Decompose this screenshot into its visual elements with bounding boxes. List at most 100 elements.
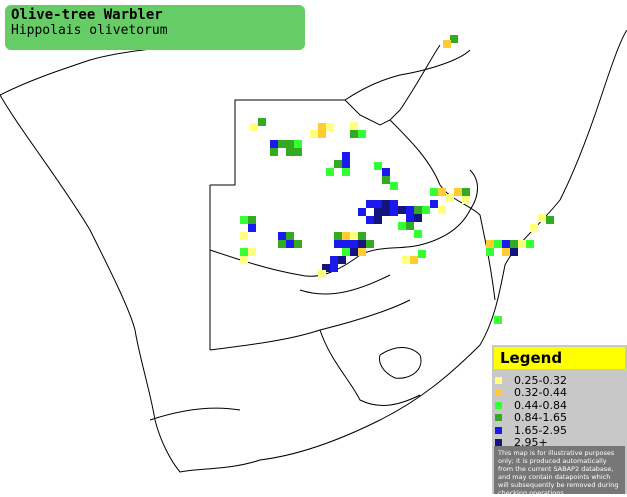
grid-cell [350,248,358,256]
grid-cell [294,148,302,156]
grid-cell [374,216,382,224]
grid-cell [382,176,390,184]
grid-cell [342,160,350,168]
legend-entries: 0.25-0.32 0.32-0.44 0.44-0.84 0.84-1.65 1.65… [492,369,627,449]
grid-cell [330,256,338,264]
province-border [149,274,422,421]
grid-cell [438,206,446,214]
grid-cell [258,118,266,126]
grid-cell [430,188,438,196]
grid-cell [414,206,422,214]
grid-cell [382,208,390,216]
grid-cell [342,152,350,160]
grid-cell [342,232,350,240]
grid-cell [518,240,526,248]
grid-cell [443,40,451,48]
legend-heading: Legend [494,347,625,369]
grid-cell [270,140,278,148]
grid-cell [486,240,494,248]
grid-cell [374,208,382,216]
grid-cell [374,200,382,208]
legend-entry: 0.84-1.65 [495,411,627,425]
grid-cell [318,123,326,131]
grid-cell [494,240,502,248]
grid-cell [278,232,286,240]
grid-cell [390,208,398,216]
legend: Legend 0.25-0.32 0.32-0.44 0.44-0.84 0.84-1… [492,345,627,497]
legend-label: 0.84-1.65 [514,411,567,425]
subtitle: Hippolais olivetorum [11,23,168,38]
disclaimer: This map is for illustrative purposes on… [494,446,625,497]
grid-cell [294,140,302,148]
grid-cell [330,264,338,272]
grid-cell [406,222,414,230]
grid-cell [374,162,382,170]
grid-cell [350,232,358,240]
grid-cell [414,214,422,222]
grid-cell [382,200,390,208]
legend-entry: 0.25-0.32 [495,374,627,387]
grid-cell [286,232,294,240]
grid-cell [502,248,510,256]
grid-cell [270,148,278,156]
grid-cell [350,240,358,248]
grid-cell [248,216,256,224]
grid-cell [318,270,326,278]
grid-cell [326,123,334,131]
grid-cell [366,240,374,248]
title: Olive-tree Warbler [11,7,163,23]
grid-cell [486,248,494,256]
grid-cell [410,256,418,264]
grid-cell [240,248,248,256]
grid-cell [322,264,330,272]
grid-cell [342,168,350,176]
title-box: Olive-tree Warbler Hippolais olivetorum [5,5,305,50]
grid-cell [358,248,366,256]
grid-cell [502,240,510,248]
grid-cell [334,160,342,168]
grid-cell [334,232,342,240]
grid-cell [446,194,454,202]
grid-cell [454,188,462,196]
grid-cell [398,206,406,214]
grid-cell [250,123,258,131]
grid-cell [418,250,426,258]
grid-cell [350,130,358,138]
legend-swatch [495,401,502,409]
legend-swatch [495,439,502,447]
grid-cell [248,248,256,256]
grid-cell [450,35,458,43]
legend-label: 1.65-2.95 [514,423,567,437]
grid-cell [526,240,534,248]
grid-cell [494,316,502,324]
grid-cell [286,140,294,148]
grid-cell [406,214,414,222]
grid-cell [334,240,342,248]
grid-cell [240,216,248,224]
grid-cell [342,248,350,256]
grid-cell [366,216,374,224]
grid-cell [350,122,358,130]
grid-cell [530,224,538,232]
grid-cell [414,230,422,238]
grid-cell [358,232,366,240]
grid-cell [406,206,414,214]
grid-cell [286,148,294,156]
grid-cell [358,130,366,138]
legend-swatch [495,426,502,434]
legend-swatch [495,376,502,384]
grid-cell [438,188,446,196]
grid-cell [390,182,398,190]
grid-cell [240,232,248,240]
legend-entry: 0.32-0.44 [495,386,627,399]
legend-label: 0.44-0.84 [514,398,567,412]
grid-cell [402,256,410,264]
grid-cell [342,240,350,248]
grid-cell [422,206,430,214]
grid-cell [382,168,390,176]
grid-cell [286,240,294,248]
grid-cell [318,130,326,138]
grid-cell [240,256,248,264]
